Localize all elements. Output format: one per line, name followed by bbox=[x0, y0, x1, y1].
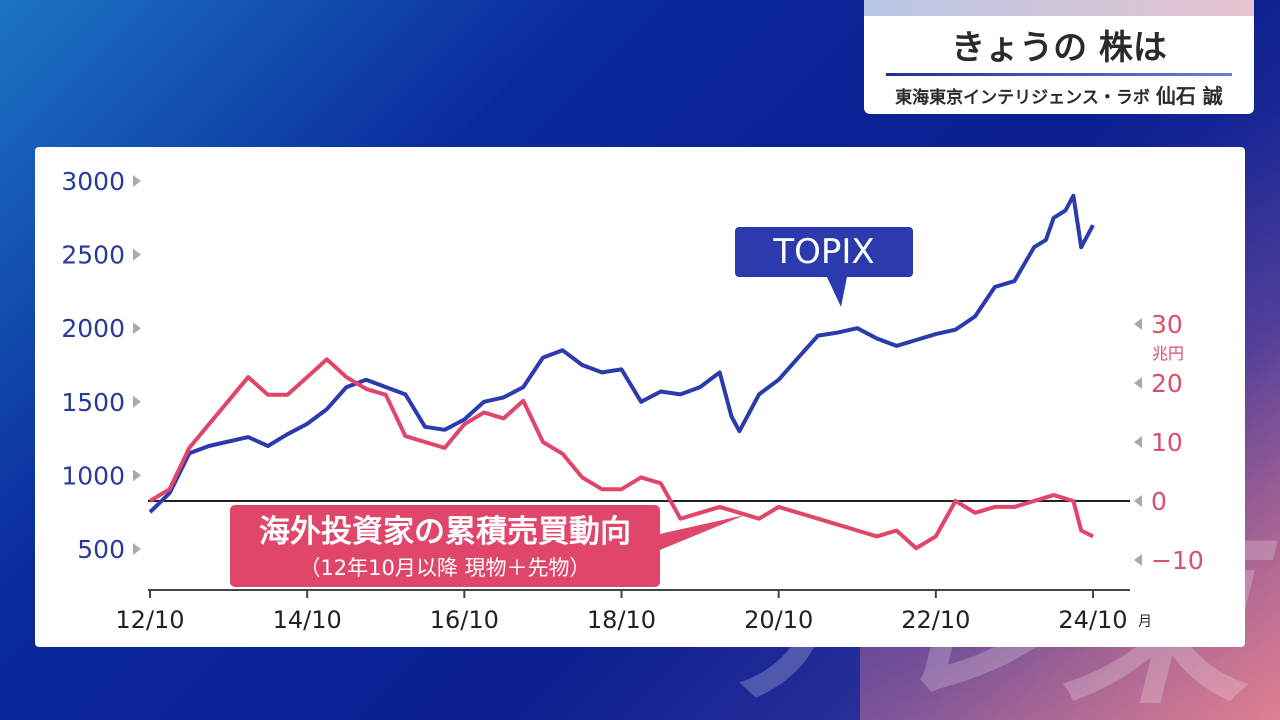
y-right-tick-label: 10 bbox=[1151, 428, 1183, 457]
chart-panel: 12/10 14/10 16/10 18/10 20/10 22/10 24/10 月 500 1… bbox=[35, 147, 1245, 647]
x-tick-label: 12/10 bbox=[115, 606, 184, 634]
title-top-bar bbox=[864, 0, 1254, 16]
investors-label-box bbox=[230, 505, 660, 587]
subtitle-analyst-name: 仙石 誠 bbox=[1155, 84, 1223, 108]
y-left-tick-arrow bbox=[133, 395, 141, 408]
y-right-tick-label: 0 bbox=[1151, 487, 1167, 516]
investors-label-line1: 海外投資家の累積売買動向 bbox=[259, 514, 631, 550]
y-left-tick-label: 2000 bbox=[61, 314, 125, 343]
investors-label-pointer bbox=[655, 515, 745, 552]
y-left-tick-label: 1500 bbox=[61, 388, 125, 417]
series-line-topix bbox=[148, 193, 1095, 514]
y-left-tick-arrow bbox=[133, 322, 141, 335]
y-right-tick-arrow bbox=[1134, 495, 1142, 507]
subtitle-organization: 東海東京インテリジェンス・ラボ bbox=[895, 88, 1150, 108]
y-left-tick-arrow bbox=[133, 175, 141, 187]
x-tick-label: 16/10 bbox=[430, 606, 499, 634]
topix-label-pointer bbox=[827, 277, 847, 307]
y-right-tick-label: 30 bbox=[1151, 310, 1183, 339]
title-divider bbox=[886, 73, 1232, 76]
x-tick-label: 24/10 bbox=[1058, 606, 1127, 634]
y-right-unit: 兆円 bbox=[1152, 344, 1184, 363]
y-right-tick-label: 20 bbox=[1151, 369, 1183, 398]
y-right-tick-arrow bbox=[1134, 318, 1142, 330]
x-tick-label: 14/10 bbox=[273, 606, 342, 634]
y-left-tick-label: 1000 bbox=[61, 461, 125, 490]
topix-label-box bbox=[735, 227, 913, 277]
series-line-foreign-investors bbox=[148, 357, 1094, 551]
y-left-tick-arrow bbox=[133, 248, 141, 261]
y-left-tick-label: 2500 bbox=[61, 241, 125, 270]
y-left-tick-arrow bbox=[133, 469, 141, 482]
y-right-tick-arrow bbox=[1134, 436, 1142, 448]
y-right-tick-arrow bbox=[1134, 554, 1142, 566]
y-left-tick-arrow bbox=[133, 543, 141, 555]
y-left-tick-label: 500 bbox=[77, 535, 125, 564]
x-tick-label: 22/10 bbox=[901, 606, 970, 634]
y-right-tick-label: −10 bbox=[1151, 546, 1204, 575]
topix-label-text: TOPIX bbox=[772, 232, 874, 272]
x-tick-label: 18/10 bbox=[587, 606, 656, 634]
title-card: きょうの 株は 東海東京インテリジェンス・ラボ 仙石 誠 bbox=[864, 0, 1254, 114]
title-subtitle: 東海東京インテリジェンス・ラボ 仙石 誠 bbox=[864, 82, 1254, 110]
x-axis-unit: 月 bbox=[1138, 614, 1152, 630]
y-left-tick-label: 3000 bbox=[61, 167, 125, 196]
x-tick-label: 20/10 bbox=[744, 606, 813, 634]
chart-svg: 12/10 14/10 16/10 18/10 20/10 22/10 24/10 月 500 1… bbox=[61, 167, 1204, 634]
investors-label-line2: （12年10月以降 現物＋先物） bbox=[299, 556, 590, 580]
page-title: きょうの 株は bbox=[951, 28, 1167, 68]
y-right-tick-arrow bbox=[1134, 377, 1142, 389]
